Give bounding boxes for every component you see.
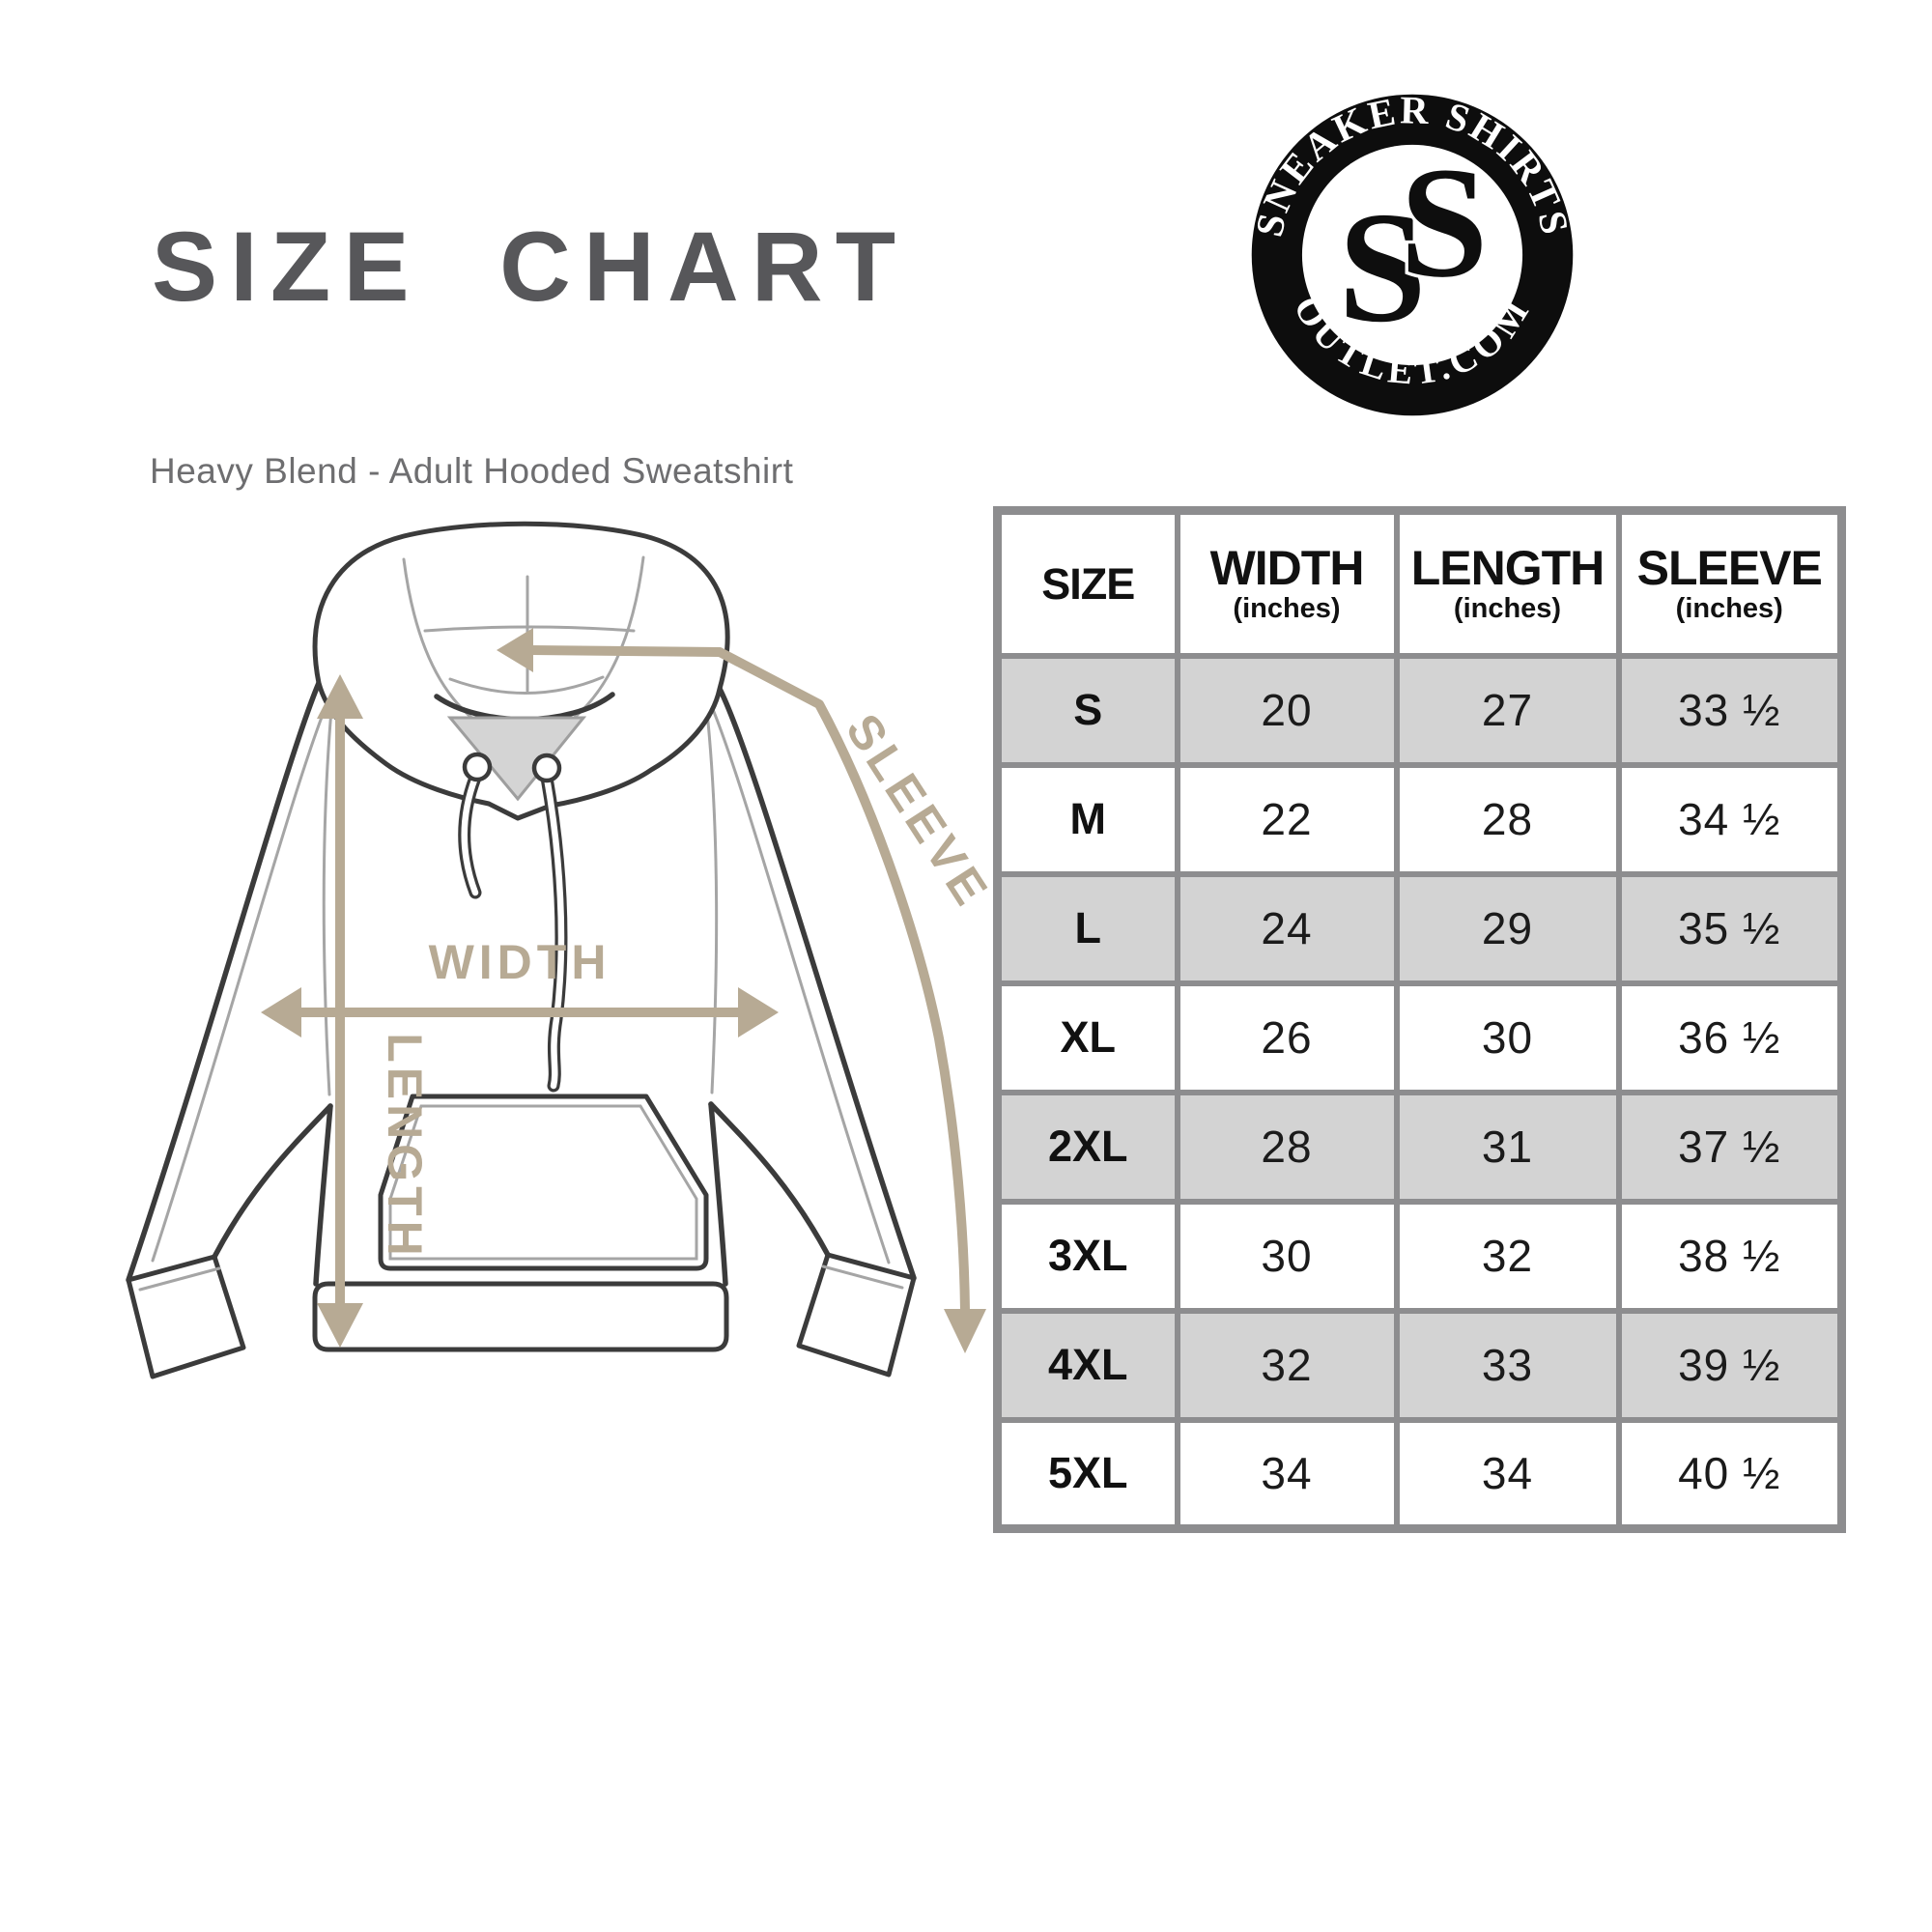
- length-value: 29: [1393, 870, 1622, 986]
- table-row: XL 26 30 36 ½: [994, 980, 1845, 1095]
- sleeve-value: 33 ½: [1615, 652, 1845, 768]
- size-cell: L: [994, 870, 1180, 986]
- logo-monogram-s2: S: [1400, 134, 1488, 310]
- size-cell: 5XL: [994, 1416, 1180, 1532]
- drawstring-left: [458, 771, 482, 899]
- width-value: 32: [1174, 1307, 1400, 1423]
- width-value: 34: [1174, 1416, 1400, 1532]
- size-cell: S: [994, 652, 1180, 768]
- eyelet-right: [531, 753, 562, 783]
- length-value: 33: [1393, 1307, 1622, 1423]
- right-sleeve-outer-path: [717, 686, 917, 1281]
- right-cuff-seam: [821, 1264, 904, 1290]
- brand-logo: SNEAKER SHIRTS OUTLET.COM S S: [1247, 88, 1575, 416]
- sleeve-label: SLEEVE: [836, 704, 1001, 918]
- sleeve-value: 35 ½: [1615, 870, 1845, 986]
- width-value: 26: [1174, 980, 1400, 1095]
- sleeve-value: 36 ½: [1615, 980, 1845, 1095]
- left-cuff-seam: [138, 1266, 221, 1292]
- right-cuff: [796, 1252, 917, 1378]
- width-value: 30: [1174, 1198, 1400, 1314]
- width-value: 20: [1174, 652, 1400, 768]
- table-row: L 24 29 35 ½: [994, 870, 1845, 986]
- length-arrow: [317, 674, 363, 1348]
- length-value: 32: [1393, 1198, 1622, 1314]
- kangaroo-pocket: [378, 1094, 709, 1271]
- hoodie-measurement-diagram: WIDTH LENGTH SLEEVE: [126, 521, 1001, 1379]
- hood-crease-upper: [423, 625, 636, 633]
- size-cell: 2XL: [994, 1089, 1180, 1205]
- table-row: S 20 27 33 ½: [994, 652, 1845, 768]
- size-column-header: SIZE: [994, 507, 1180, 659]
- right-sleeve-seam: [707, 698, 891, 1264]
- hood-crease-lower: [448, 675, 605, 695]
- length-value: 28: [1393, 761, 1622, 877]
- left-sleeve-seam: [151, 694, 332, 1263]
- left-sleeve-inner-path: [212, 1103, 333, 1260]
- sleeve-value: 37 ½: [1615, 1089, 1845, 1205]
- size-cell: XL: [994, 980, 1180, 1095]
- sleeve-value: 40 ½: [1615, 1416, 1845, 1532]
- length-value: 30: [1393, 980, 1622, 1095]
- logo-inner-disc: [1301, 144, 1523, 366]
- sleeve-column-header: SLEEVE (inches): [1615, 507, 1845, 659]
- table-header-row: SIZE WIDTH (inches) LENGTH (inches) SLEE…: [994, 507, 1845, 659]
- logo-monogram-s1: S: [1338, 180, 1426, 355]
- size-cell: 3XL: [994, 1198, 1180, 1314]
- size-table: SIZE WIDTH (inches) LENGTH (inches) SLEE…: [993, 506, 1846, 1533]
- table-row: M 22 28 34 ½: [994, 761, 1845, 877]
- length-value: 31: [1393, 1089, 1622, 1205]
- sleeve-arrow: [497, 628, 986, 1353]
- width-value: 28: [1174, 1089, 1400, 1205]
- length-label: LENGTH: [378, 1033, 432, 1261]
- right-body-edge: [708, 1101, 728, 1287]
- sleeve-value: 39 ½: [1615, 1307, 1845, 1423]
- product-subtitle: Heavy Blend - Adult Hooded Sweatshirt: [150, 451, 794, 491]
- hood-outline: [312, 521, 730, 821]
- sleeve-value: 38 ½: [1615, 1198, 1845, 1314]
- page-title: SIZE CHART: [152, 212, 909, 322]
- width-label: WIDTH: [429, 935, 611, 989]
- table-row: 5XL 34 34 40 ½: [994, 1416, 1845, 1532]
- right-shoulder-seam: [705, 710, 719, 1094]
- width-column-header: WIDTH (inches): [1174, 507, 1400, 659]
- kangaroo-pocket-inner-line: [388, 1104, 698, 1261]
- table-row: 2XL 28 31 37 ½: [994, 1089, 1845, 1205]
- left-sleeve-outer-path: [126, 680, 322, 1283]
- left-cuff: [126, 1254, 246, 1379]
- eyelet-left: [462, 752, 493, 782]
- width-value: 24: [1174, 870, 1400, 986]
- hem-band: [312, 1281, 729, 1352]
- sleeve-value: 34 ½: [1615, 761, 1845, 877]
- size-cell: 4XL: [994, 1307, 1180, 1423]
- left-body-edge: [313, 1103, 333, 1287]
- length-value: 27: [1393, 652, 1622, 768]
- width-value: 22: [1174, 761, 1400, 877]
- right-sleeve-inner-path: [708, 1101, 831, 1258]
- table-row: 3XL 30 32 38 ½: [994, 1198, 1845, 1314]
- length-column-header: LENGTH (inches): [1393, 507, 1622, 659]
- left-shoulder-seam: [322, 708, 333, 1096]
- table-row: 4XL 32 33 39 ½: [994, 1307, 1845, 1423]
- width-arrow: [261, 987, 779, 1037]
- size-cell: M: [994, 761, 1180, 877]
- length-value: 34: [1393, 1416, 1622, 1532]
- drawstring-right: [540, 771, 568, 1093]
